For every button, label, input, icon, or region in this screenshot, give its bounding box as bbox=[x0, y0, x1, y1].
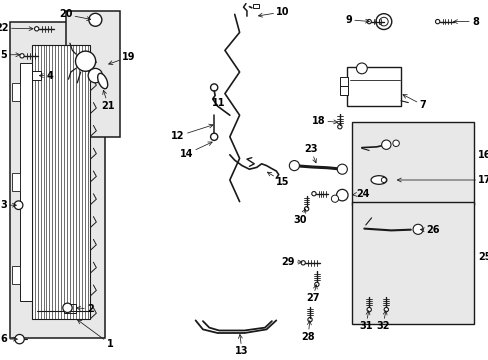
Text: 13: 13 bbox=[235, 334, 248, 356]
Bar bbox=[253, 4, 259, 8]
Bar bbox=[10, 22, 105, 338]
Text: 14: 14 bbox=[179, 142, 212, 159]
Text: 18: 18 bbox=[311, 116, 337, 126]
Text: 11: 11 bbox=[211, 98, 224, 108]
Ellipse shape bbox=[336, 189, 347, 201]
Text: 3: 3 bbox=[0, 200, 16, 210]
Text: 30: 30 bbox=[293, 209, 306, 225]
Text: 6: 6 bbox=[0, 334, 17, 344]
Bar bbox=[351, 202, 473, 324]
Ellipse shape bbox=[435, 19, 439, 24]
Ellipse shape bbox=[384, 307, 387, 312]
Text: 15: 15 bbox=[267, 172, 289, 187]
Ellipse shape bbox=[314, 282, 318, 287]
Text: 17: 17 bbox=[397, 175, 488, 185]
Ellipse shape bbox=[15, 334, 24, 344]
Text: 1: 1 bbox=[78, 320, 113, 349]
Ellipse shape bbox=[89, 13, 102, 26]
Ellipse shape bbox=[392, 140, 399, 147]
Text: 21: 21 bbox=[102, 90, 115, 111]
Bar bbox=[32, 71, 41, 80]
Ellipse shape bbox=[62, 303, 72, 312]
Text: 16: 16 bbox=[477, 150, 488, 160]
Bar bbox=[339, 86, 347, 95]
Ellipse shape bbox=[412, 224, 422, 234]
Ellipse shape bbox=[88, 68, 102, 83]
Bar bbox=[32, 45, 90, 319]
Text: 12: 12 bbox=[171, 124, 213, 141]
Ellipse shape bbox=[356, 63, 366, 74]
Ellipse shape bbox=[75, 51, 96, 71]
Text: 9: 9 bbox=[345, 15, 368, 25]
Text: 2: 2 bbox=[77, 304, 94, 314]
Text: 22: 22 bbox=[0, 23, 33, 33]
Ellipse shape bbox=[304, 207, 308, 211]
Text: 8: 8 bbox=[453, 17, 478, 27]
Ellipse shape bbox=[375, 14, 391, 30]
Ellipse shape bbox=[20, 54, 24, 58]
Ellipse shape bbox=[289, 161, 299, 171]
Bar bbox=[66, 11, 120, 137]
Text: 23: 23 bbox=[303, 144, 317, 163]
Ellipse shape bbox=[14, 201, 23, 210]
Text: 26: 26 bbox=[420, 225, 439, 235]
Ellipse shape bbox=[301, 261, 305, 265]
Ellipse shape bbox=[366, 307, 370, 312]
Bar bbox=[351, 122, 473, 205]
Text: 25: 25 bbox=[477, 252, 488, 262]
Ellipse shape bbox=[337, 125, 341, 129]
Ellipse shape bbox=[311, 192, 315, 196]
Text: 19: 19 bbox=[108, 52, 136, 64]
Text: 32: 32 bbox=[375, 311, 389, 331]
Bar bbox=[12, 83, 20, 101]
Ellipse shape bbox=[307, 318, 311, 322]
Text: 4: 4 bbox=[40, 71, 53, 81]
Text: 28: 28 bbox=[301, 321, 314, 342]
Text: 20: 20 bbox=[59, 9, 90, 21]
Text: 27: 27 bbox=[305, 285, 319, 303]
Ellipse shape bbox=[331, 195, 338, 202]
Text: 31: 31 bbox=[358, 311, 372, 331]
Text: 10: 10 bbox=[258, 7, 289, 17]
Ellipse shape bbox=[337, 164, 346, 174]
Bar bbox=[20, 63, 32, 301]
Ellipse shape bbox=[381, 140, 390, 149]
Bar bbox=[339, 77, 347, 86]
Bar bbox=[12, 173, 20, 191]
Text: 29: 29 bbox=[281, 257, 301, 267]
Ellipse shape bbox=[379, 17, 387, 26]
Bar bbox=[63, 304, 76, 313]
Ellipse shape bbox=[381, 177, 386, 183]
Bar bbox=[346, 67, 400, 106]
Ellipse shape bbox=[366, 19, 370, 24]
Text: 24: 24 bbox=[352, 189, 369, 199]
Text: 5: 5 bbox=[0, 50, 20, 60]
Bar bbox=[12, 266, 20, 284]
Ellipse shape bbox=[370, 176, 386, 184]
Text: 7: 7 bbox=[402, 95, 426, 110]
Ellipse shape bbox=[98, 73, 107, 89]
Ellipse shape bbox=[35, 27, 39, 31]
